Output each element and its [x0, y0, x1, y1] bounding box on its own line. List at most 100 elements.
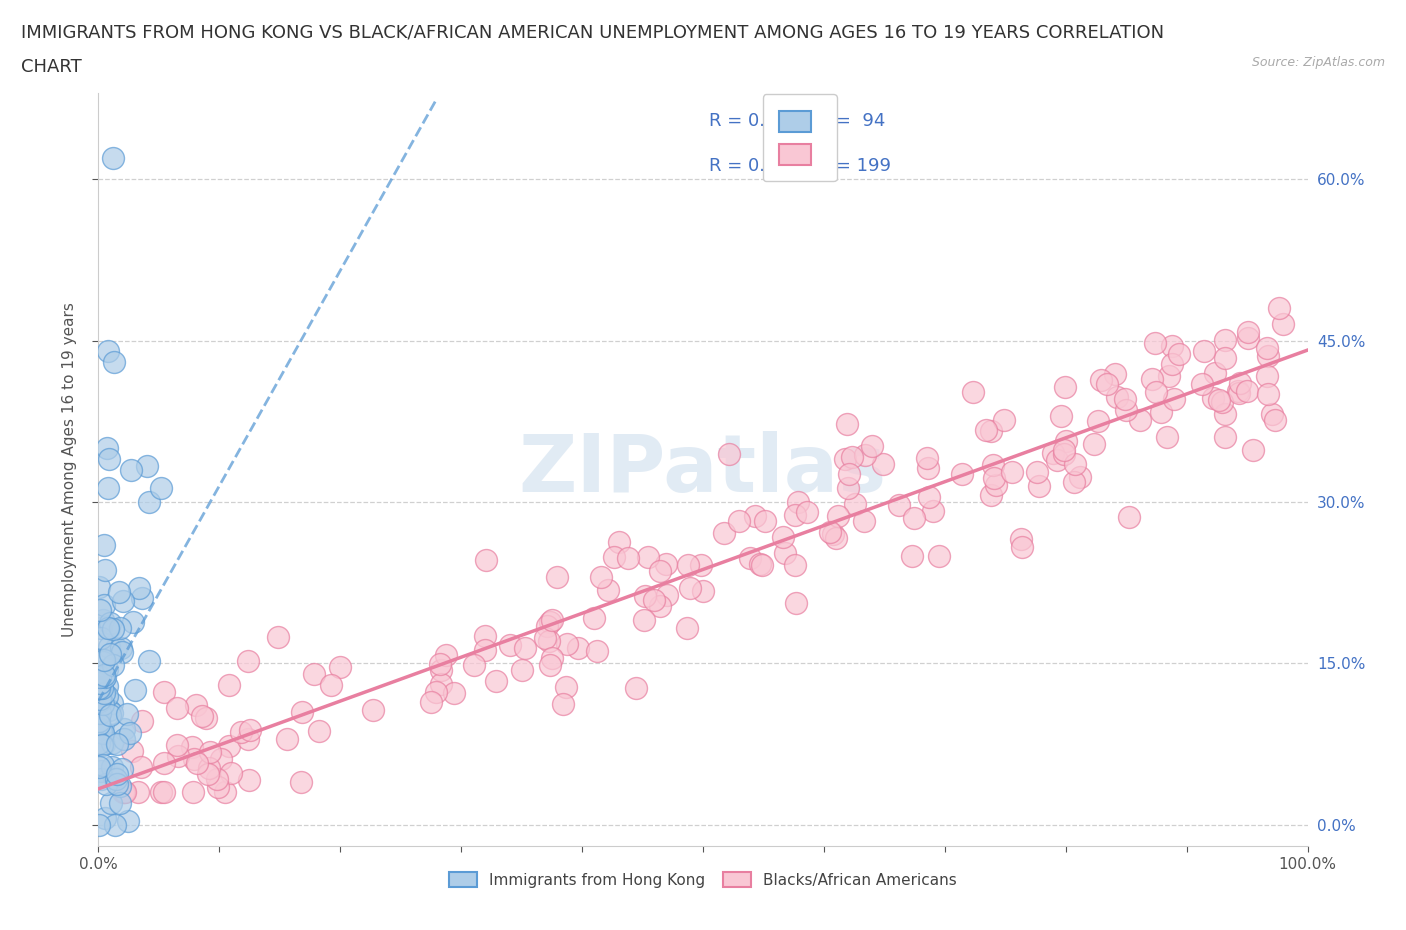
Point: [93, 667, 115, 682]
Point: [1118, 509, 1140, 524]
Point: [131, 714, 153, 729]
Point: [555, 637, 578, 652]
Point: [744, 509, 766, 524]
Point: [1144, 385, 1167, 400]
Point: [101, 150, 124, 165]
Point: [90, 696, 112, 711]
Point: [1257, 349, 1279, 364]
Point: [609, 535, 631, 550]
Point: [1025, 464, 1047, 479]
Point: [589, 569, 612, 584]
Point: [1156, 430, 1178, 445]
Point: [554, 679, 576, 694]
Point: [100, 646, 122, 661]
Point: [90, 764, 112, 778]
Point: [915, 451, 938, 466]
Point: [1204, 365, 1226, 380]
Point: [1046, 453, 1069, 468]
Point: [853, 447, 876, 462]
Point: [841, 450, 863, 465]
Point: [94, 563, 117, 578]
Point: [89, 603, 111, 618]
Point: [93, 685, 115, 700]
Point: [650, 564, 672, 578]
Point: [110, 640, 132, 655]
Point: [111, 593, 134, 608]
Point: [91, 655, 114, 670]
Point: [218, 738, 240, 753]
Point: [90, 772, 112, 787]
Point: [183, 751, 205, 766]
Point: [121, 744, 143, 759]
Point: [238, 773, 260, 788]
Point: [1087, 413, 1109, 428]
Point: [510, 663, 533, 678]
Point: [93, 725, 115, 740]
Point: [101, 735, 124, 750]
Point: [1241, 443, 1264, 458]
Point: [93, 736, 115, 751]
Point: [567, 641, 589, 656]
Point: [150, 481, 173, 496]
Point: [93, 653, 115, 668]
Point: [101, 658, 124, 672]
Point: [218, 678, 240, 693]
Point: [90, 737, 112, 751]
Point: [94, 811, 117, 826]
Point: [89, 705, 111, 720]
Point: [1053, 379, 1076, 394]
Point: [236, 731, 259, 746]
Point: [853, 513, 876, 528]
Point: [152, 785, 174, 800]
Point: [90, 670, 112, 684]
Point: [1053, 443, 1076, 458]
Point: [1208, 392, 1230, 407]
Point: [475, 552, 498, 567]
Point: [166, 700, 188, 715]
Point: [1236, 384, 1258, 399]
Point: [430, 676, 453, 691]
Point: [329, 659, 352, 674]
Point: [950, 466, 973, 481]
Point: [679, 580, 702, 595]
Point: [1054, 433, 1077, 448]
Point: [586, 644, 609, 658]
Point: [650, 599, 672, 614]
Point: [89, 713, 111, 728]
Point: [637, 550, 659, 565]
Point: [180, 739, 202, 754]
Point: [302, 667, 325, 682]
Point: [91, 758, 114, 773]
Point: [308, 724, 330, 738]
Point: [827, 509, 849, 524]
Point: [111, 644, 134, 659]
Point: [98, 708, 121, 723]
Point: [93, 613, 115, 628]
Point: [984, 478, 1007, 493]
Point: [1063, 475, 1085, 490]
Legend: Immigrants from Hong Kong, Blacks/African Americans: Immigrants from Hong Kong, Blacks/Africa…: [441, 864, 965, 896]
Point: [420, 695, 443, 710]
Point: [917, 461, 939, 476]
Point: [105, 777, 128, 791]
Point: [194, 711, 217, 725]
Point: [1191, 377, 1213, 392]
Point: [463, 658, 485, 672]
Point: [844, 497, 866, 512]
Point: [499, 638, 522, 653]
Point: [783, 508, 806, 523]
Point: [94, 777, 117, 791]
Point: [538, 658, 561, 672]
Point: [96, 679, 118, 694]
Point: [1140, 372, 1163, 387]
Point: [962, 385, 984, 400]
Point: [740, 551, 762, 565]
Point: [838, 467, 860, 482]
Point: [150, 785, 173, 800]
Point: [238, 653, 260, 668]
Point: [538, 615, 561, 630]
Point: [120, 725, 142, 740]
Point: [1268, 300, 1291, 315]
Point: [138, 495, 160, 510]
Point: [98, 620, 121, 635]
